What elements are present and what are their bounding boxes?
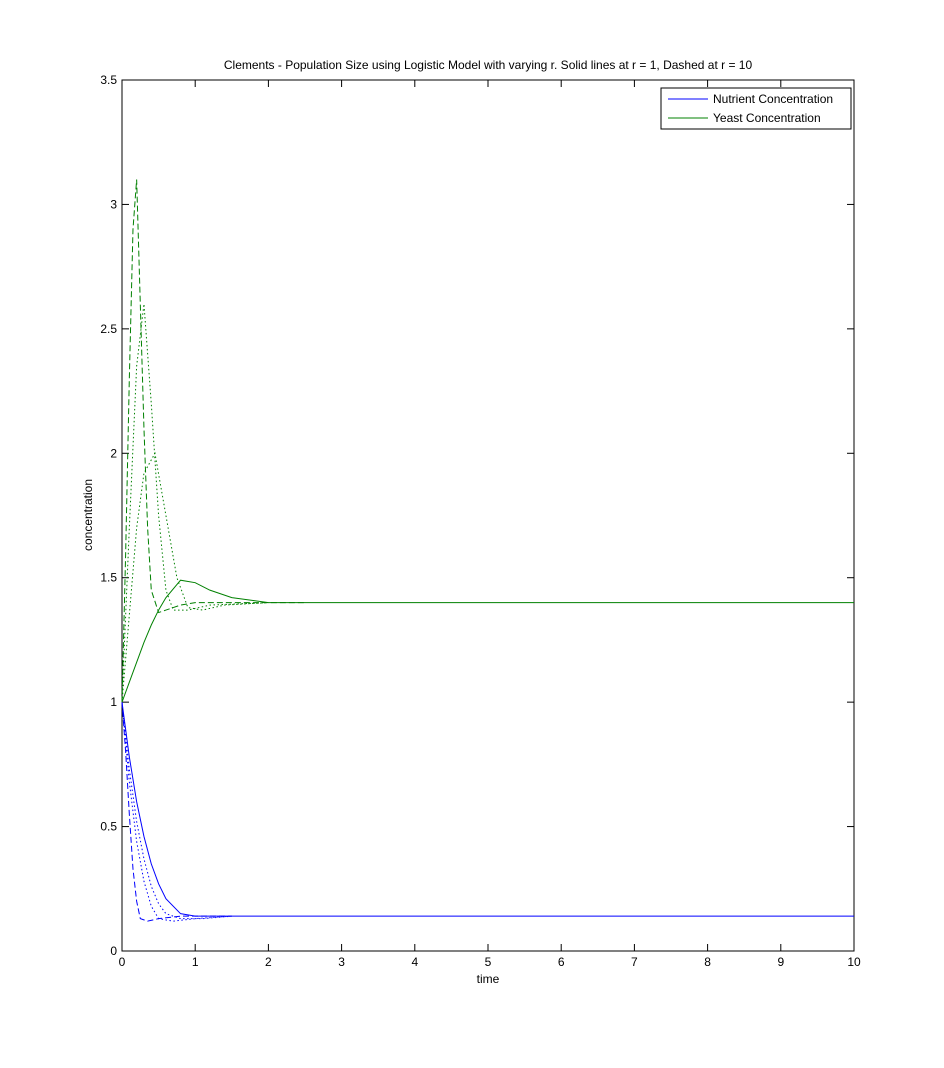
x-tick-label: 9 xyxy=(777,955,784,969)
x-tick-label: 0 xyxy=(119,955,126,969)
x-tick-label: 2 xyxy=(265,955,272,969)
y-tick-label: 0.5 xyxy=(100,820,117,834)
x-tick-label: 7 xyxy=(631,955,638,969)
plot-frame xyxy=(121,79,855,952)
series-line xyxy=(121,702,232,922)
x-tick-label: 6 xyxy=(558,955,565,969)
x-tick-label: 5 xyxy=(485,955,492,969)
legend-label: Nutrient Concentration xyxy=(713,92,833,106)
y-tick-label: 3.5 xyxy=(100,73,117,87)
y-tick-label: 2 xyxy=(110,446,117,460)
y-tick-label: 2.5 xyxy=(100,322,117,336)
x-tick-label: 10 xyxy=(847,955,861,969)
x-tick-label: 3 xyxy=(338,955,345,969)
series-line xyxy=(121,303,269,703)
x-axis-label: time xyxy=(477,972,500,986)
y-tick-label: 0 xyxy=(110,944,117,958)
x-tick-label: 1 xyxy=(192,955,199,969)
series-line xyxy=(121,451,269,703)
series-line xyxy=(121,702,232,922)
chart-title: Clements - Population Size using Logisti… xyxy=(224,58,753,72)
y-tick-label: 1 xyxy=(110,695,117,709)
series-line xyxy=(121,702,232,920)
y-tick-label: 1.5 xyxy=(100,571,117,585)
x-tick-label: 8 xyxy=(704,955,711,969)
legend-label: Yeast Concentration xyxy=(713,111,821,125)
series-line xyxy=(121,179,305,703)
y-axis-label: concentration xyxy=(81,479,95,551)
y-tick-label: 3 xyxy=(110,197,117,211)
series-line xyxy=(121,579,854,703)
legend-box xyxy=(660,87,852,130)
x-tick-label: 4 xyxy=(411,955,418,969)
